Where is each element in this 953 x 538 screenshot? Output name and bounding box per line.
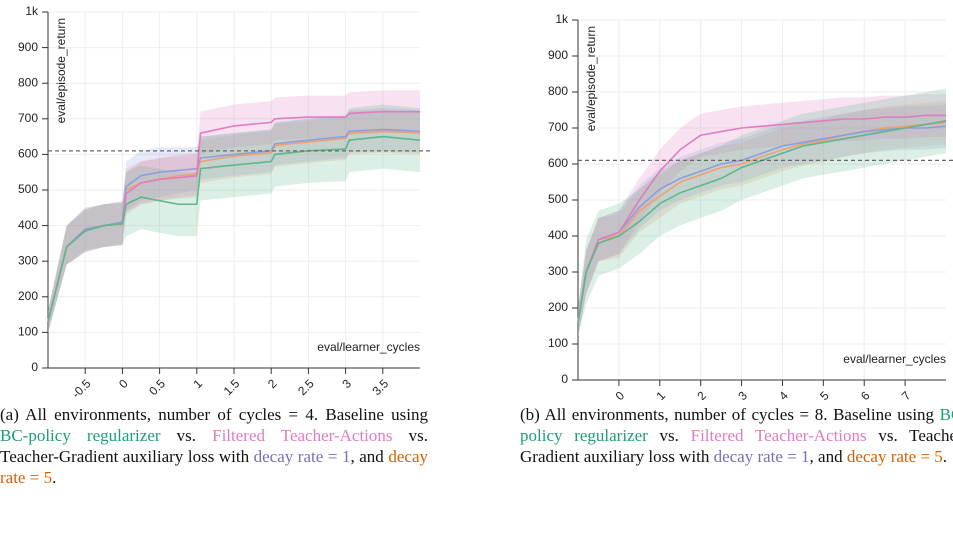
y-tick-label: 100 [18,325,38,339]
x-tick-label: 0.5 [146,376,168,398]
caption-segment: (a) All environments, number of cycles =… [0,405,428,424]
caption-segment: . [52,468,57,487]
y-tick-label: 700 [548,120,568,134]
caption-segment: . [942,447,948,466]
y-tick-label: 600 [18,147,38,161]
y-tick-label: 400 [548,228,568,242]
x-tick-label: 1 [191,376,206,391]
y-tick-label: 600 [548,156,568,170]
band [578,101,946,337]
x-tick-label: 3.5 [369,376,391,398]
y-tick-label: 900 [18,40,38,54]
band [578,104,946,337]
y-axis-label: eval/episode_return [54,18,68,123]
caption-segment: decay rate = 1 [713,447,810,466]
band [48,109,420,333]
x-tick-label: 6 [858,388,873,400]
x-axis-label: eval/learner_cycles [317,340,420,354]
caption-segment: , and [809,447,847,466]
chart: 0 100 200 300 400 500 600 700 800 900 1k 0 1 2 3 4 5 6 7 ev… [548,12,953,400]
chart: 0 100 200 300 400 500 600 700 800 900 1k -0.5 0 0.5 1 1… [18,4,430,400]
x-tick-label: 5 [817,388,832,400]
y-tick-label: 500 [18,182,38,196]
y-tick-label: 300 [548,264,568,278]
y-tick-label: 0 [561,372,568,386]
caption-segment: Filtered Teacher-Actions [690,426,867,445]
x-tick-label: 1 [654,388,669,400]
caption-segment: vs. Teacher-Gradient auxiliary loss with [520,426,953,466]
y-tick-label: 800 [18,75,38,89]
caption-segment: BC-policy regularizer [0,426,161,445]
caption-segment: vs. Teacher-Gradient auxiliary loss with [0,426,428,466]
caption: (b) All environments, number of cycles =… [520,404,953,467]
caption-segment: decay rate = 5 [0,447,428,487]
y-tick-label: 1k [555,12,569,26]
x-tick-label: -0.5 [69,376,94,400]
y-tick-label: 500 [548,192,568,206]
caption-segment: vs. [160,426,213,445]
caption-segment: (b) All environments, number of cycles =… [520,405,940,424]
band [48,108,420,333]
x-tick-label: 3 [735,388,750,400]
y-tick-label: 800 [548,84,568,98]
x-tick-label: 1.5 [221,376,243,398]
caption-segment: decay rate = 5 [846,447,943,466]
caption-segment: Filtered Teacher-Actions [212,426,393,445]
y-tick-label: 200 [548,300,568,314]
band [578,88,946,337]
x-tick-label: 3 [339,376,354,391]
series-line [577,114,946,323]
y-tick-label: 100 [548,336,568,350]
y-tick-label: 700 [18,111,38,125]
caption: (a) All environments, number of cycles =… [0,404,428,488]
caption-segment: , and [350,447,389,466]
band [48,104,420,333]
series-line [577,121,947,323]
y-tick-label: 300 [18,253,38,267]
y-tick-label: 400 [18,218,38,232]
y-tick-label: 0 [31,360,38,374]
x-tick-label: 2.5 [295,376,317,398]
x-tick-label: 2 [265,376,280,391]
band [48,90,420,333]
y-tick-label: 200 [18,289,38,303]
y-axis-label: eval/episode_return [584,26,598,131]
x-tick-label: 7 [899,388,914,400]
caption-segment: BC-policy regularizer [520,405,953,445]
x-tick-label: 4 [776,388,791,400]
y-tick-label: 1k [25,4,39,18]
y-tick-label: 900 [548,48,568,62]
x-tick-label: 0 [116,376,131,391]
band [578,93,946,337]
x-tick-label: 0 [613,388,628,400]
series-line [577,120,947,323]
x-axis-label: eval/learner_cycles [843,352,946,366]
series-line [47,135,421,322]
x-tick-label: 2 [694,388,709,400]
caption-segment: decay rate = 1 [253,447,351,466]
caption-segment: vs. [647,426,691,445]
